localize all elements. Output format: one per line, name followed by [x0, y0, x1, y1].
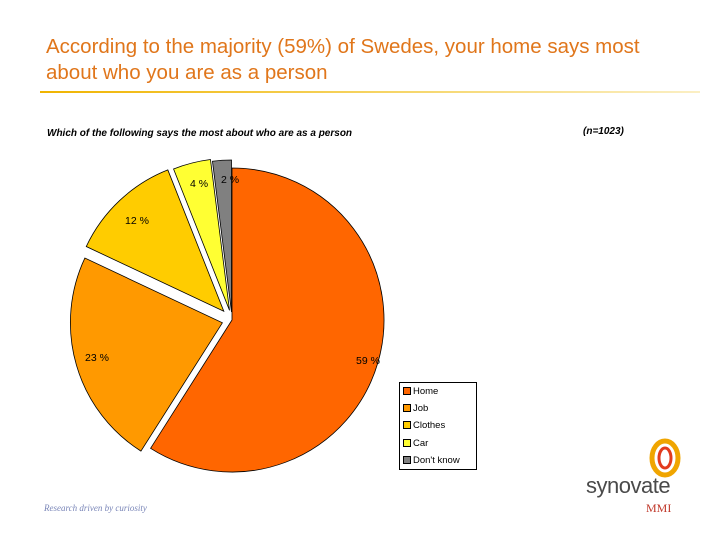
legend-item-dont-know: Don't know: [403, 454, 460, 466]
legend-label-car: Car: [413, 437, 429, 449]
pie-slice-home: [150, 167, 385, 473]
pie-labels: 59 % 23 % 12 % 4 % 2 %: [85, 174, 380, 367]
legend-swatch-home: [403, 387, 411, 395]
legend-item-home: Home: [403, 385, 438, 397]
pie-label-home: 59 %: [356, 355, 380, 367]
legend-label-job: Job: [413, 402, 429, 414]
pie-label-don-t-know: 2 %: [221, 174, 239, 186]
pie-label-job: 23 %: [85, 352, 109, 364]
legend-swatch-clothes: [403, 421, 411, 429]
title-divider: [40, 91, 700, 93]
synovate-logo: synovate MMI: [586, 438, 696, 518]
legend-item-clothes: Clothes: [403, 419, 445, 431]
legend-swatch-car: [403, 439, 411, 447]
pie-label-clothes: 12 %: [125, 215, 149, 227]
pie-slice-job: [70, 257, 223, 452]
logo-brand: synovate: [586, 473, 671, 498]
legend-item-car: Car: [403, 437, 428, 449]
page-title: According to the majority (59%) of Swede…: [46, 35, 640, 84]
legend-swatch-dont-know: [403, 456, 411, 464]
pie-slice-don-t-know: [212, 159, 232, 313]
logo-sub: MMI: [646, 501, 672, 515]
pie-slices: [70, 159, 385, 473]
pie-label-car: 4 %: [190, 178, 208, 190]
legend-label-dont-know: Don't know: [413, 454, 460, 466]
logo-ring-icon: [649, 438, 681, 478]
legend-label-clothes: Clothes: [413, 419, 446, 431]
pie-slice-clothes: [85, 169, 225, 313]
chart-subtitle: (n=1023): [583, 126, 624, 137]
legend-swatch-job: [403, 404, 411, 412]
legend-label-home: Home: [413, 385, 439, 397]
pie-slice-car: [173, 159, 230, 311]
chart-legend: Home Job Clothes Car Don't know: [399, 382, 477, 470]
footer-tagline: Research driven by curiosity: [44, 503, 147, 513]
chart-title: Which of the following says the most abo…: [47, 128, 353, 139]
legend-item-job: Job: [403, 402, 428, 414]
